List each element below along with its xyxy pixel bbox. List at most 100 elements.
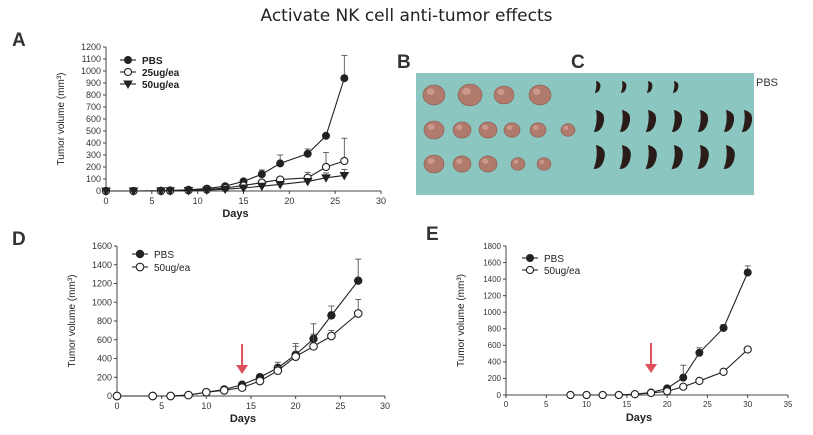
tumor-highlight xyxy=(532,88,541,95)
tumor-specimen xyxy=(478,121,498,139)
tumor-highlight xyxy=(539,159,545,164)
y-tick-label-d: 600 xyxy=(97,335,112,345)
data-point xyxy=(202,186,212,195)
x-tick-label-a: 0 xyxy=(103,196,108,206)
data-point xyxy=(257,170,266,179)
y-tick-label-d: 1200 xyxy=(92,279,112,289)
data-point xyxy=(166,391,175,401)
series-e-0 xyxy=(566,265,752,399)
y-axis-label-e: Tumor volume (mm³) xyxy=(456,274,467,367)
data-point xyxy=(183,187,194,196)
x-axis-label-e: Days xyxy=(626,412,652,424)
y-tick-label-e: 200 xyxy=(488,374,502,383)
tumor-highlight xyxy=(482,124,489,130)
x-tick-label-e: 5 xyxy=(544,400,549,409)
y-axis-label-a: Tumor volume (mm³) xyxy=(56,73,67,166)
data-point xyxy=(327,311,336,320)
legend-entry-a: 50ug/ea xyxy=(142,80,180,91)
data-point xyxy=(302,177,313,187)
y-tick-label-e: 600 xyxy=(488,341,502,350)
page-title: Activate NK cell anti-tumor effects xyxy=(260,6,553,26)
data-point xyxy=(101,187,111,196)
tumor-specimen xyxy=(536,157,552,171)
data-point xyxy=(201,387,211,397)
panel-letter-b: B xyxy=(397,52,411,73)
tumor-highlight xyxy=(513,159,519,164)
tumor-highlight xyxy=(427,158,435,164)
tumor-highlight xyxy=(532,125,539,130)
data-point xyxy=(128,187,139,196)
legend-entry-e: 50ug/ea xyxy=(544,266,581,277)
x-tick-label-e: 25 xyxy=(703,400,712,409)
x-tick-label-d: 0 xyxy=(114,401,119,411)
tumor-specimen xyxy=(422,84,446,106)
spleen-specimen xyxy=(645,110,657,132)
spleen-photo-background xyxy=(586,73,754,195)
tumor-specimen xyxy=(478,155,498,173)
tumor-specimen xyxy=(457,83,483,107)
data-point xyxy=(219,386,229,395)
series-a-2 xyxy=(101,168,350,196)
spleen-specimen xyxy=(619,110,631,132)
spleen-specimen xyxy=(671,145,683,169)
data-point xyxy=(165,187,175,196)
legend-marker-a xyxy=(123,67,133,77)
legend-entry-a: 25ug/ea xyxy=(142,68,180,79)
legend-entry-a: PBS xyxy=(142,56,163,67)
data-point xyxy=(321,162,331,172)
tumor-highlight xyxy=(456,124,463,130)
data-point xyxy=(238,184,249,193)
x-tick-label-e: 15 xyxy=(622,400,631,409)
y-tick-label-a: 200 xyxy=(86,162,101,172)
data-point xyxy=(679,382,688,391)
spleen-specimen xyxy=(697,110,709,132)
data-point xyxy=(291,352,301,361)
x-tick-label-d: 30 xyxy=(380,401,390,411)
data-point xyxy=(156,187,166,196)
x-tick-label-e: 20 xyxy=(663,400,672,409)
legend-marker-d xyxy=(135,249,145,259)
legend-marker-d xyxy=(135,262,145,272)
treatment-arrow-head-e xyxy=(645,364,658,373)
y-tick-label-a: 1100 xyxy=(82,54,101,64)
tumor-highlight xyxy=(462,87,471,95)
legend-entry-e: PBS xyxy=(544,254,564,265)
data-point xyxy=(257,182,267,192)
data-point xyxy=(582,390,591,400)
y-tick-label-e: 1000 xyxy=(483,308,501,317)
data-point xyxy=(276,159,285,168)
y-tick-label-e: 1400 xyxy=(483,275,501,284)
y-tick-label-a: 1000 xyxy=(81,66,101,76)
tumor-specimen xyxy=(560,123,576,137)
data-point xyxy=(566,390,575,400)
tumor-highlight xyxy=(456,158,463,164)
y-tick-label-a: 600 xyxy=(86,114,101,124)
data-point xyxy=(340,74,349,83)
data-point xyxy=(321,131,330,140)
y-tick-label-e: 1800 xyxy=(483,242,501,251)
x-axis-label-a: Days xyxy=(222,208,248,220)
spleen-specimen xyxy=(723,145,735,169)
tumor-highlight xyxy=(563,125,569,130)
spleen-specimen xyxy=(619,145,631,169)
x-tick-label-d: 25 xyxy=(335,401,345,411)
y-tick-label-a: 0 xyxy=(96,186,101,196)
data-point xyxy=(630,390,640,399)
y-tick-label-d: 1000 xyxy=(92,297,112,307)
series-line xyxy=(570,272,749,396)
spleen-specimen xyxy=(646,81,653,93)
x-tick-label-a: 15 xyxy=(238,196,248,206)
y-tick-label-a: 300 xyxy=(86,150,101,160)
tumor-specimen xyxy=(529,122,547,138)
data-point xyxy=(354,276,363,285)
data-point xyxy=(184,390,193,400)
spleen-specimen xyxy=(672,81,679,93)
tumor-specimen xyxy=(452,121,472,139)
spleen-specimen xyxy=(593,145,605,169)
y-tick-label-e: 1600 xyxy=(483,258,501,267)
y-axis-label-d: Tumor volume (mm³) xyxy=(67,275,78,368)
y-tick-label-e: 800 xyxy=(488,325,502,334)
x-tick-label-a: 30 xyxy=(376,196,386,206)
